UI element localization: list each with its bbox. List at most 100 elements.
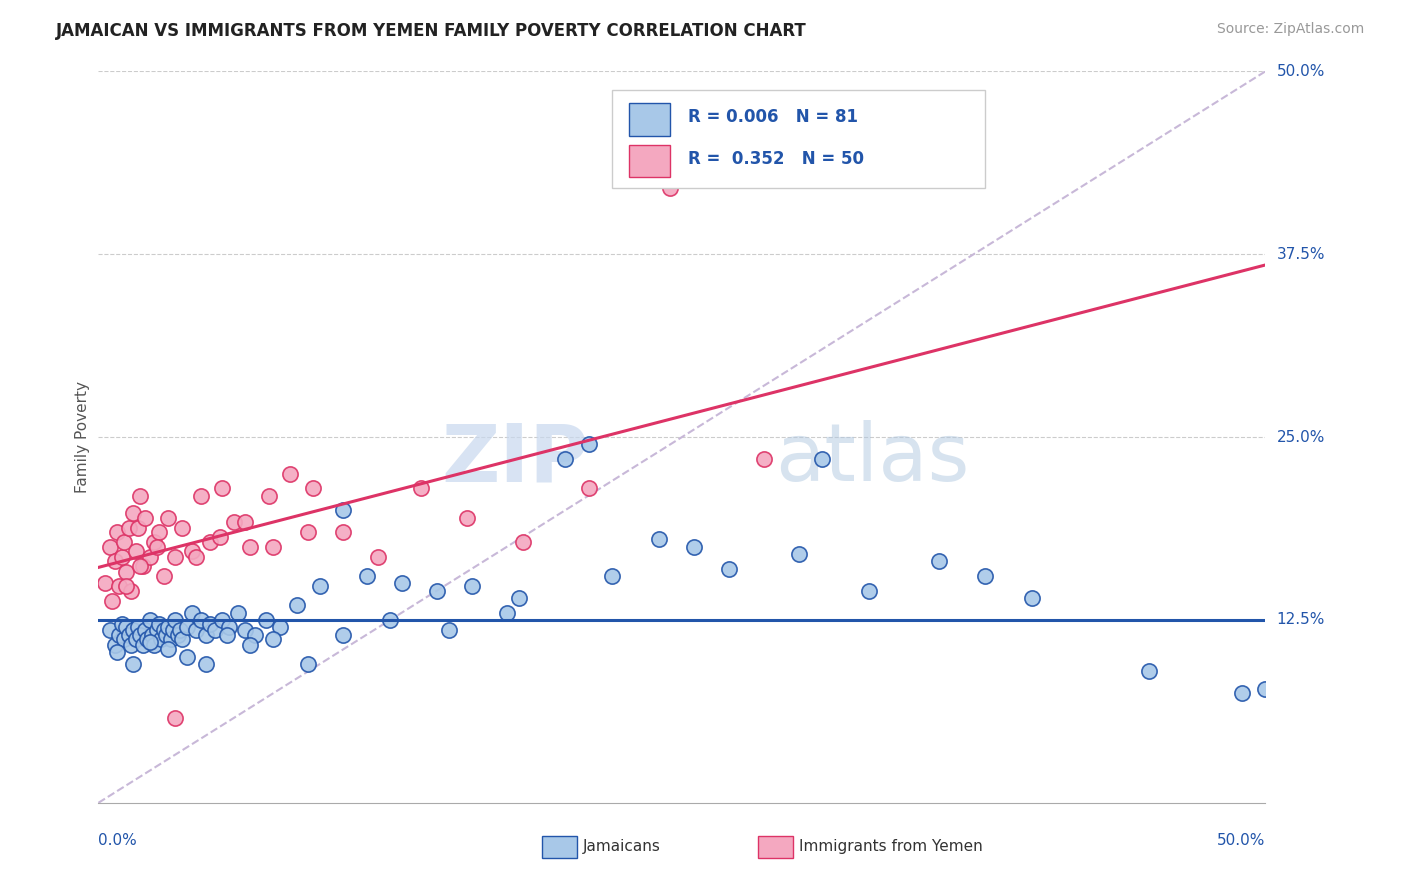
Point — [150, 632, 173, 646]
Point — [262, 540, 284, 554]
Point — [129, 489, 152, 503]
Point — [112, 535, 135, 549]
Point — [105, 645, 128, 659]
Point — [136, 632, 159, 646]
Point — [132, 638, 155, 652]
Point — [1021, 591, 1043, 605]
Point — [208, 530, 231, 544]
Point — [578, 481, 600, 495]
Point — [105, 525, 128, 540]
Point — [297, 657, 319, 671]
Text: 0.0%: 0.0% — [98, 833, 138, 848]
Point — [118, 627, 141, 641]
Point — [94, 576, 117, 591]
Point — [139, 613, 162, 627]
Point — [235, 515, 257, 529]
Point — [409, 481, 432, 495]
Text: Jamaicans: Jamaicans — [582, 839, 661, 855]
Point — [647, 533, 669, 547]
Point — [127, 620, 149, 634]
Point — [1137, 664, 1160, 678]
Point — [104, 554, 127, 568]
Point — [115, 579, 138, 593]
Text: JAMAICAN VS IMMIGRANTS FROM YEMEN FAMILY POVERTY CORRELATION CHART: JAMAICAN VS IMMIGRANTS FROM YEMEN FAMILY… — [56, 22, 807, 40]
Point — [682, 540, 704, 554]
Text: 50.0%: 50.0% — [1218, 833, 1265, 848]
Point — [380, 613, 402, 627]
Text: 25.0%: 25.0% — [1277, 430, 1324, 444]
Point — [235, 623, 257, 637]
Point — [172, 521, 194, 535]
Point — [176, 620, 198, 634]
Point — [115, 620, 138, 634]
Point — [165, 613, 187, 627]
Text: atlas: atlas — [775, 420, 970, 498]
Point — [309, 579, 332, 593]
Point — [928, 554, 950, 568]
Point — [278, 467, 301, 481]
Point — [600, 569, 623, 583]
Point — [437, 623, 460, 637]
Point — [367, 549, 389, 564]
Point — [165, 549, 187, 564]
Point — [332, 503, 354, 517]
Point — [122, 657, 145, 671]
Point — [222, 515, 245, 529]
Text: Immigrants from Yemen: Immigrants from Yemen — [799, 839, 983, 855]
FancyBboxPatch shape — [758, 836, 793, 858]
Text: ZIP: ZIP — [441, 420, 589, 498]
Point — [108, 627, 131, 641]
Text: 50.0%: 50.0% — [1277, 64, 1324, 78]
Point — [169, 623, 191, 637]
Point — [122, 506, 145, 520]
FancyBboxPatch shape — [630, 103, 671, 136]
Point — [200, 617, 222, 632]
Point — [512, 535, 534, 549]
Point — [211, 613, 233, 627]
Point — [115, 565, 138, 579]
Point — [172, 632, 194, 646]
Point — [239, 638, 262, 652]
Point — [269, 620, 291, 634]
Point — [129, 558, 152, 573]
Point — [787, 547, 810, 561]
Point — [152, 623, 174, 637]
Point — [162, 623, 184, 637]
Point — [200, 535, 222, 549]
Point — [578, 437, 600, 451]
Point — [461, 579, 484, 593]
Point — [239, 540, 262, 554]
Point — [302, 481, 325, 495]
Point — [811, 452, 834, 467]
FancyBboxPatch shape — [612, 90, 986, 188]
Point — [157, 642, 180, 657]
Point — [356, 569, 378, 583]
Text: Source: ZipAtlas.com: Source: ZipAtlas.com — [1216, 22, 1364, 37]
Point — [104, 638, 127, 652]
Point — [101, 594, 124, 608]
Y-axis label: Family Poverty: Family Poverty — [75, 381, 90, 493]
Point — [211, 481, 233, 495]
Point — [1230, 686, 1253, 700]
Point — [139, 549, 162, 564]
Point — [129, 627, 152, 641]
Point — [120, 638, 142, 652]
Point — [125, 632, 148, 646]
Point — [717, 562, 740, 576]
Point — [858, 583, 880, 598]
Point — [134, 623, 156, 637]
Point — [148, 525, 170, 540]
Point — [155, 627, 177, 641]
FancyBboxPatch shape — [630, 145, 671, 178]
Point — [122, 623, 145, 637]
Point — [194, 627, 217, 641]
Text: 37.5%: 37.5% — [1277, 247, 1324, 261]
Point — [134, 510, 156, 524]
Point — [180, 606, 202, 620]
Point — [215, 627, 238, 641]
Point — [297, 525, 319, 540]
Point — [257, 489, 280, 503]
Point — [139, 635, 162, 649]
Point — [111, 617, 134, 632]
Point — [974, 569, 997, 583]
